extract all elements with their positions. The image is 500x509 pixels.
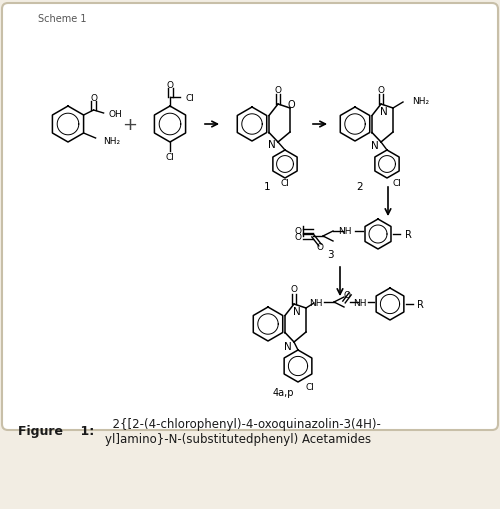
Text: Cl: Cl	[392, 178, 402, 187]
Text: 1: 1	[264, 182, 270, 191]
Text: OH: OH	[108, 109, 122, 118]
Text: N: N	[268, 140, 276, 150]
Text: NH₂: NH₂	[412, 96, 429, 105]
Text: 4a,p: 4a,p	[272, 387, 294, 397]
Text: R: R	[405, 230, 412, 240]
Text: O: O	[90, 93, 97, 102]
Text: O: O	[378, 86, 384, 94]
Text: O: O	[166, 80, 173, 89]
Text: Cl: Cl	[186, 93, 195, 102]
Text: NH: NH	[353, 298, 367, 307]
Text: NH: NH	[309, 298, 323, 307]
Text: 2: 2	[356, 182, 364, 191]
FancyBboxPatch shape	[2, 4, 498, 430]
Text: Figure    1:: Figure 1:	[18, 425, 94, 438]
Text: O: O	[294, 232, 302, 241]
Text: N: N	[371, 140, 379, 151]
Text: NH₂: NH₂	[104, 136, 120, 145]
Text: N: N	[284, 342, 292, 351]
Text: NH: NH	[338, 227, 352, 236]
Text: O: O	[344, 290, 350, 299]
Text: Cl: Cl	[280, 178, 289, 187]
Text: O: O	[274, 86, 281, 94]
Text: N: N	[380, 107, 388, 117]
Text: O: O	[287, 100, 295, 110]
Text: O: O	[290, 285, 298, 294]
Text: O: O	[294, 227, 302, 236]
Text: 3: 3	[326, 249, 334, 260]
Text: R: R	[417, 299, 424, 309]
Text: 2{[2-(4-chlorophenyl)-4-oxoquinazolin-3(4H)-
yl]amino}-N-(substitutedphenyl) Ace: 2{[2-(4-chlorophenyl)-4-oxoquinazolin-3(…	[105, 417, 381, 445]
Text: N: N	[293, 306, 301, 317]
Text: Cl: Cl	[166, 152, 174, 161]
Text: Cl: Cl	[306, 382, 314, 391]
Text: Scheme 1: Scheme 1	[38, 14, 86, 24]
Text: +: +	[122, 116, 138, 134]
Text: O: O	[316, 243, 324, 252]
